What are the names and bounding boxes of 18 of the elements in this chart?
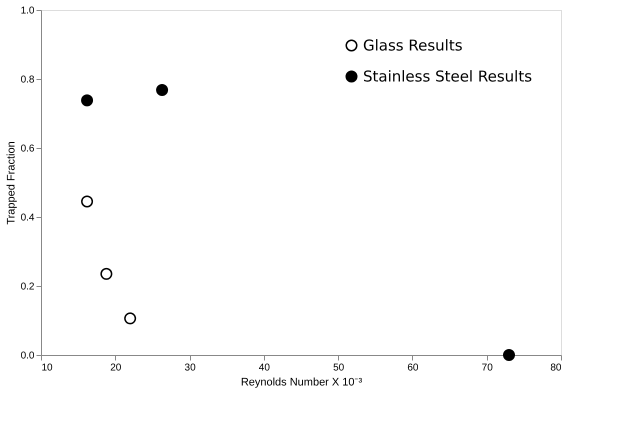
y-tick-label: 0.2 — [20, 282, 35, 292]
x-tick-label: 60 — [407, 362, 419, 374]
x-tick-label: 70 — [482, 362, 494, 374]
x-tick-label: 20 — [110, 362, 122, 374]
x-tick-label: 10 — [42, 362, 54, 374]
y-tick-label: 0.8 — [20, 74, 35, 86]
y-tick-label: 0.4 — [20, 212, 35, 224]
legend-label: Stainless Steel Results — [363, 68, 532, 86]
y-tick-label: 0.6 — [20, 144, 35, 154]
legend-label: Glass Results — [363, 36, 463, 54]
y-axis-title: Trapped Fraction — [6, 141, 18, 225]
y-tick-label: 1.0 — [20, 6, 35, 16]
x-tick-label: 50 — [333, 362, 345, 374]
y-tick-label: 0.0 — [20, 350, 35, 362]
x-tick-label: 40 — [258, 362, 270, 374]
x-tick-label: 80 — [550, 362, 562, 374]
x-axis-title: Reynolds Number X 10⁻³ — [240, 376, 363, 388]
x-tick-label: 30 — [184, 362, 196, 374]
